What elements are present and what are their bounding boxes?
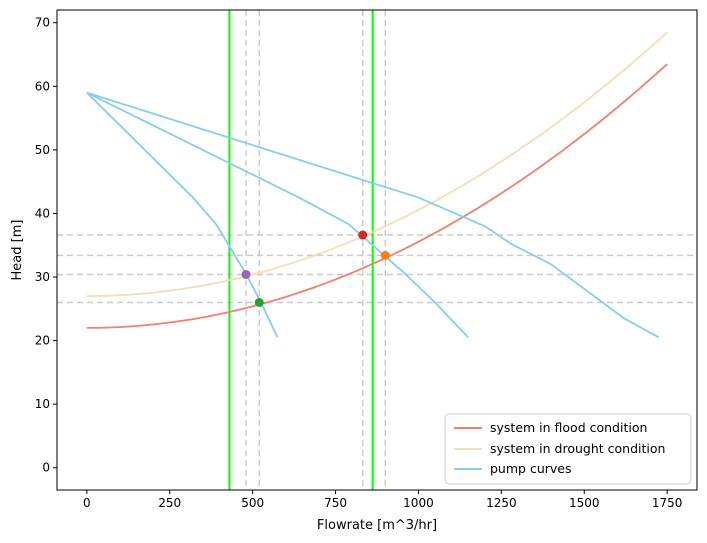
x-tick-label-1000: 1000 bbox=[403, 496, 434, 510]
y-tick-label-20: 20 bbox=[35, 334, 50, 348]
legend-label-pump: pump curves bbox=[490, 461, 571, 476]
reference-lines bbox=[57, 10, 697, 490]
series-layer bbox=[86, 31, 668, 339]
x-axis: 0 250 500 750 1000 1250 1500 1750 bbox=[83, 490, 682, 510]
y-axis: 0 10 20 30 40 50 60 70 bbox=[35, 16, 57, 475]
y-tick-label-10: 10 bbox=[35, 397, 50, 411]
x-tick-label-1750: 1750 bbox=[652, 496, 683, 510]
series-line-0 bbox=[86, 63, 668, 329]
y-tick-label-70: 70 bbox=[35, 16, 50, 30]
legend: system in flood condition system in drou… bbox=[444, 413, 692, 485]
series-line-1 bbox=[86, 31, 668, 297]
pump-curve-0 bbox=[86, 92, 279, 338]
pump-curve-2 bbox=[86, 91, 660, 339]
operating-points bbox=[241, 230, 390, 307]
y-tick-label-0: 0 bbox=[42, 461, 50, 475]
legend-label-drought: system in drought condition bbox=[490, 441, 665, 456]
operating-point-1 bbox=[380, 250, 390, 260]
operating-point-3 bbox=[254, 297, 264, 307]
pump-curve-1 bbox=[86, 91, 469, 339]
x-tick-label-750: 750 bbox=[324, 496, 347, 510]
legend-label-flood: system in flood condition bbox=[490, 420, 647, 435]
x-tick-label-1500: 1500 bbox=[569, 496, 600, 510]
x-axis-label: Flowrate [m^3/hr] bbox=[317, 518, 437, 533]
y-tick-label-40: 40 bbox=[35, 206, 50, 220]
operating-point-2 bbox=[241, 269, 251, 279]
x-tick-label-1250: 1250 bbox=[486, 496, 517, 510]
x-tick-label-250: 250 bbox=[158, 496, 181, 510]
y-tick-label-60: 60 bbox=[35, 79, 50, 93]
x-tick-label-500: 500 bbox=[241, 496, 264, 510]
plot-frame bbox=[56, 9, 698, 491]
operating-point-0 bbox=[358, 230, 368, 240]
y-axis-label: Head [m] bbox=[10, 220, 25, 281]
x-tick-label-0: 0 bbox=[83, 496, 91, 510]
y-tick-label-30: 30 bbox=[35, 270, 50, 284]
y-tick-label-50: 50 bbox=[35, 143, 50, 157]
legend-box bbox=[444, 413, 692, 485]
